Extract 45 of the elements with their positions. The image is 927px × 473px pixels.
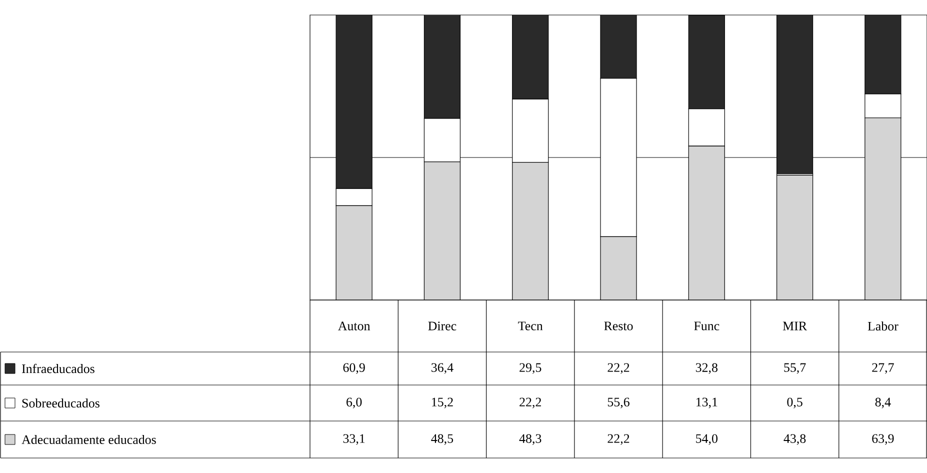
- data-label: 32,8: [696, 363, 718, 374]
- data-label: 33,1: [343, 434, 365, 445]
- x-tick-label: Auton: [338, 322, 370, 330]
- data-label: 29,5: [520, 363, 542, 374]
- data-label: 6,0: [346, 398, 362, 408]
- bar: [688, 15, 725, 110]
- data-label: 55,7: [784, 363, 806, 374]
- bar: [336, 206, 372, 300]
- data-label: 43,8: [784, 434, 806, 445]
- legend-label: Adecuadamente educados: [22, 434, 156, 444]
- bar: [864, 118, 902, 300]
- data-label: 54,0: [696, 434, 718, 445]
- bar: [424, 15, 461, 119]
- bar: [512, 162, 548, 300]
- x-tick-label: Func: [694, 322, 720, 330]
- x-tick-label: Resto: [604, 322, 633, 330]
- bar: [864, 15, 902, 94]
- x-tick-label: Tecn: [518, 322, 543, 330]
- bar: [776, 15, 814, 174]
- data-label: 48,5: [431, 434, 454, 445]
- data-label: 22,2: [520, 398, 541, 408]
- x-tick-label: Direc: [428, 322, 456, 330]
- bar: [600, 236, 637, 300]
- bar: [336, 15, 372, 189]
- x-tick-label: MIR: [782, 322, 808, 330]
- data-label: 22,2: [608, 434, 630, 445]
- bar: [512, 15, 549, 100]
- bar: [688, 146, 725, 300]
- legend-label: Sobreeducados: [22, 398, 100, 408]
- data-label: 0,5: [787, 398, 802, 408]
- data-label: 27,7: [872, 363, 894, 374]
- data-label: 8,4: [875, 398, 891, 408]
- legend-label: Infraeducados: [22, 364, 94, 374]
- bar: [600, 15, 637, 79]
- data-label: 63,9: [872, 434, 894, 445]
- data-label: 36,4: [432, 363, 454, 374]
- data-label: 22,2: [608, 363, 630, 374]
- data-label: 13,1: [696, 398, 718, 408]
- data-label: 48,3: [519, 434, 542, 445]
- data-label: 60,9: [343, 363, 365, 374]
- data-label: 55,6: [608, 398, 630, 408]
- data-label: 15,2: [432, 398, 453, 408]
- bar: [424, 162, 460, 300]
- bar: [776, 175, 813, 300]
- x-tick-label: Labor: [868, 321, 898, 331]
